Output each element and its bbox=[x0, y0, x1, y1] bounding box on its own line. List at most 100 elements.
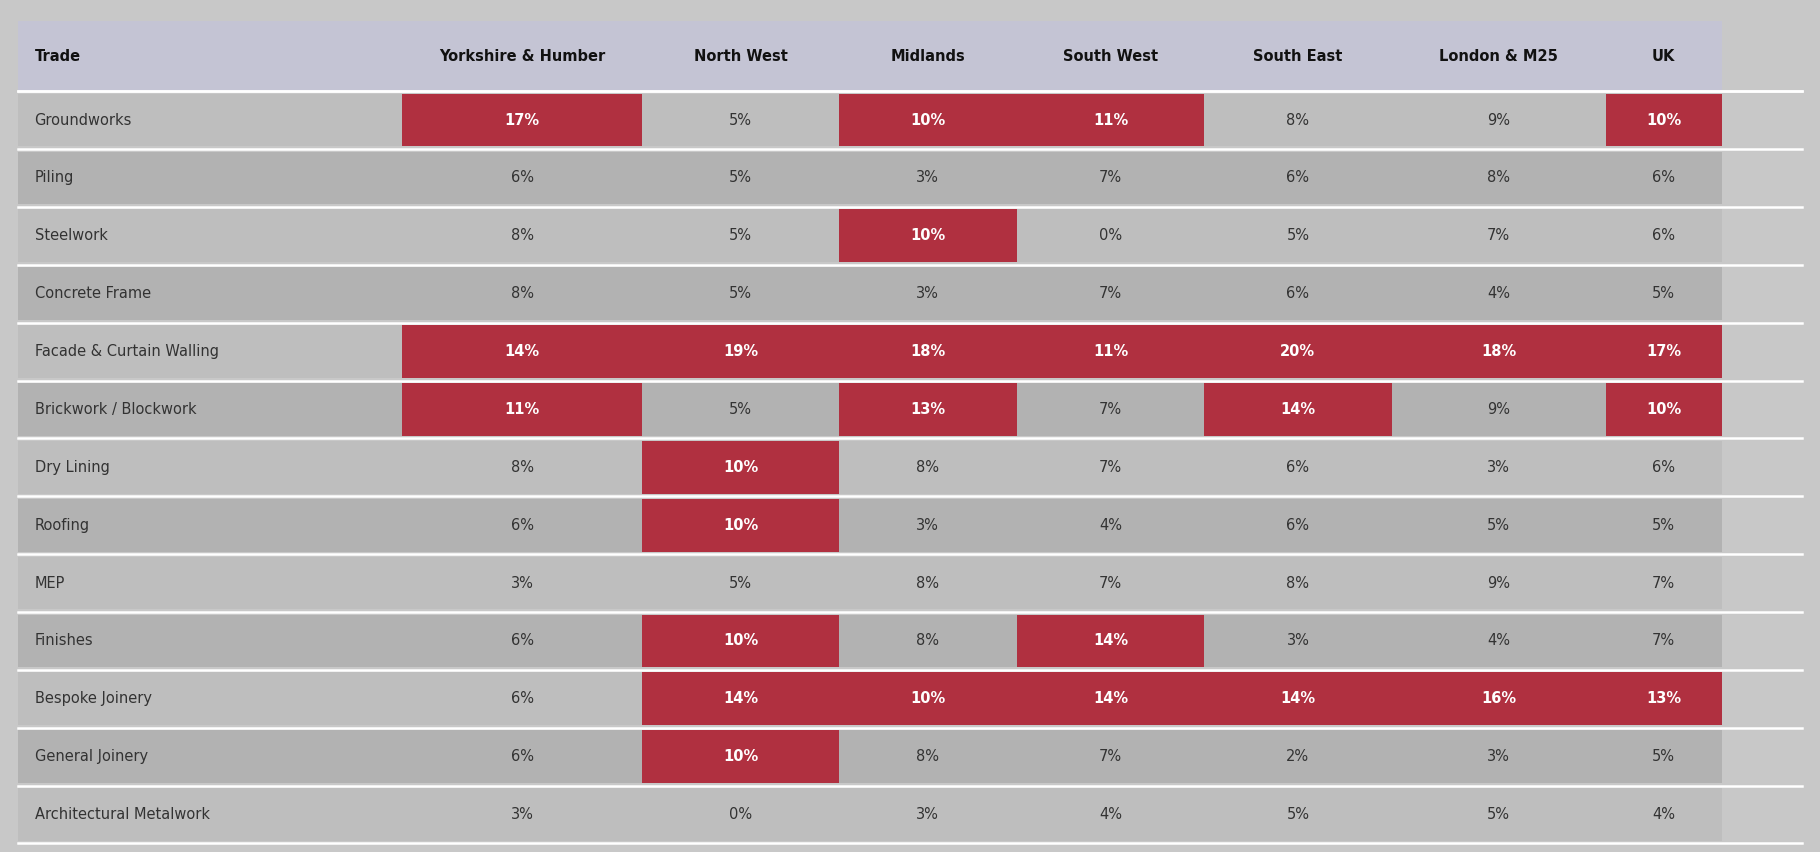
Text: 11%: 11% bbox=[1094, 112, 1128, 128]
Text: 3%: 3% bbox=[917, 286, 939, 302]
Text: 13%: 13% bbox=[910, 402, 945, 417]
Bar bbox=[18, 152, 402, 204]
Bar bbox=[1017, 21, 1205, 91]
Bar bbox=[1017, 556, 1205, 609]
Text: 18%: 18% bbox=[1481, 344, 1516, 359]
Text: South East: South East bbox=[1254, 49, 1343, 64]
Text: 6%: 6% bbox=[1653, 460, 1674, 475]
Text: 14%: 14% bbox=[1281, 402, 1316, 417]
Bar bbox=[402, 672, 642, 725]
Text: Dry Lining: Dry Lining bbox=[35, 460, 109, 475]
Bar bbox=[642, 556, 839, 609]
Bar bbox=[1205, 672, 1392, 725]
Text: 3%: 3% bbox=[1287, 633, 1309, 648]
Bar bbox=[642, 614, 839, 667]
Bar bbox=[1605, 556, 1722, 609]
Text: 9%: 9% bbox=[1487, 402, 1511, 417]
Bar bbox=[1017, 383, 1205, 436]
Text: 7%: 7% bbox=[1099, 170, 1123, 186]
Bar bbox=[1017, 730, 1205, 783]
Text: 10%: 10% bbox=[1645, 402, 1682, 417]
Bar bbox=[1392, 788, 1605, 841]
Bar bbox=[1392, 94, 1605, 147]
Text: 4%: 4% bbox=[1487, 633, 1511, 648]
Text: 7%: 7% bbox=[1099, 749, 1123, 764]
Bar bbox=[402, 788, 642, 841]
Bar bbox=[18, 94, 402, 147]
Bar bbox=[1205, 152, 1392, 204]
Bar bbox=[839, 268, 1017, 320]
Text: MEP: MEP bbox=[35, 576, 66, 590]
Text: Piling: Piling bbox=[35, 170, 75, 186]
Text: 8%: 8% bbox=[915, 460, 939, 475]
Text: South West: South West bbox=[1063, 49, 1158, 64]
Bar bbox=[18, 556, 402, 609]
Bar bbox=[18, 672, 402, 725]
Bar bbox=[18, 498, 402, 551]
Bar bbox=[1605, 441, 1722, 493]
Bar bbox=[1392, 268, 1605, 320]
Bar bbox=[1017, 498, 1205, 551]
Text: 6%: 6% bbox=[511, 691, 533, 706]
Text: 9%: 9% bbox=[1487, 576, 1511, 590]
Text: 10%: 10% bbox=[910, 228, 945, 244]
Bar bbox=[402, 94, 642, 147]
Text: 4%: 4% bbox=[1653, 807, 1674, 822]
Bar bbox=[1017, 152, 1205, 204]
Bar bbox=[1605, 210, 1722, 262]
Text: 10%: 10% bbox=[723, 749, 759, 764]
Text: 3%: 3% bbox=[1487, 749, 1511, 764]
Text: 10%: 10% bbox=[1645, 112, 1682, 128]
Text: 18%: 18% bbox=[910, 344, 945, 359]
Text: 8%: 8% bbox=[1287, 112, 1309, 128]
Bar bbox=[1017, 268, 1205, 320]
Bar bbox=[1205, 94, 1392, 147]
Bar bbox=[1205, 210, 1392, 262]
Bar bbox=[18, 21, 402, 91]
Bar bbox=[1205, 21, 1392, 91]
Text: 8%: 8% bbox=[1487, 170, 1511, 186]
Bar bbox=[1392, 325, 1605, 378]
Bar bbox=[839, 210, 1017, 262]
Bar bbox=[1605, 152, 1722, 204]
Text: 7%: 7% bbox=[1487, 228, 1511, 244]
Bar bbox=[839, 498, 1017, 551]
Bar bbox=[1205, 268, 1392, 320]
Text: 4%: 4% bbox=[1487, 286, 1511, 302]
Text: 3%: 3% bbox=[917, 170, 939, 186]
Text: 8%: 8% bbox=[511, 286, 533, 302]
Text: 5%: 5% bbox=[730, 228, 752, 244]
Bar bbox=[839, 94, 1017, 147]
Text: 19%: 19% bbox=[723, 344, 759, 359]
Text: 5%: 5% bbox=[730, 402, 752, 417]
Text: 10%: 10% bbox=[910, 112, 945, 128]
Bar bbox=[1392, 383, 1605, 436]
Text: 14%: 14% bbox=[1281, 691, 1316, 706]
Bar bbox=[18, 268, 402, 320]
Text: 6%: 6% bbox=[1653, 228, 1674, 244]
Bar bbox=[1605, 383, 1722, 436]
Text: 10%: 10% bbox=[723, 460, 759, 475]
Text: 14%: 14% bbox=[1094, 691, 1128, 706]
Bar bbox=[642, 210, 839, 262]
Bar bbox=[402, 21, 642, 91]
Bar bbox=[1392, 672, 1605, 725]
Bar bbox=[18, 788, 402, 841]
Text: 3%: 3% bbox=[511, 576, 533, 590]
Bar bbox=[1392, 614, 1605, 667]
Bar bbox=[1605, 614, 1722, 667]
Text: 14%: 14% bbox=[723, 691, 759, 706]
Text: 4%: 4% bbox=[1099, 807, 1123, 822]
Text: 6%: 6% bbox=[1287, 170, 1309, 186]
Bar bbox=[1392, 21, 1605, 91]
Bar bbox=[18, 730, 402, 783]
Bar bbox=[839, 441, 1017, 493]
Bar bbox=[642, 672, 839, 725]
Bar bbox=[402, 268, 642, 320]
Text: 5%: 5% bbox=[730, 170, 752, 186]
Text: Groundworks: Groundworks bbox=[35, 112, 133, 128]
Bar bbox=[1017, 672, 1205, 725]
Text: London & M25: London & M25 bbox=[1440, 49, 1558, 64]
Text: 5%: 5% bbox=[1487, 518, 1511, 532]
Text: Steelwork: Steelwork bbox=[35, 228, 107, 244]
